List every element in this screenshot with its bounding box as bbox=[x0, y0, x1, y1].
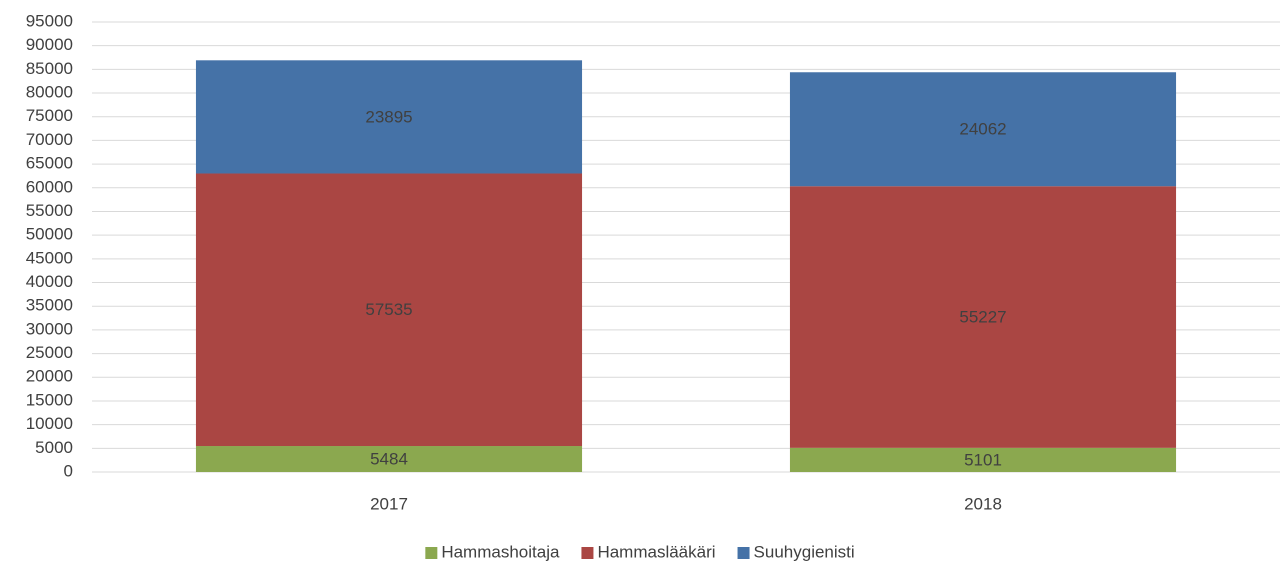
data-label: 5484 bbox=[370, 449, 408, 468]
y-tick-label: 50000 bbox=[26, 225, 73, 244]
bar-segment bbox=[195, 60, 583, 174]
legend-label: Hammaslääkäri bbox=[597, 542, 715, 561]
legend-swatch bbox=[737, 547, 750, 559]
bar-segment bbox=[195, 173, 583, 447]
y-tick-label: 20000 bbox=[26, 367, 73, 386]
data-label: 23895 bbox=[365, 107, 412, 126]
y-tick-label: 45000 bbox=[26, 248, 73, 267]
y-tick-label: 90000 bbox=[26, 35, 73, 54]
bar-segment bbox=[195, 446, 583, 472]
bar-segment bbox=[789, 72, 1177, 187]
y-tick-label: 85000 bbox=[26, 59, 73, 78]
legend-swatch bbox=[581, 547, 594, 559]
y-tick-label: 10000 bbox=[26, 414, 73, 433]
data-label: 24062 bbox=[959, 120, 1006, 139]
y-tick-label: 75000 bbox=[26, 106, 73, 125]
y-tick-label: 5000 bbox=[35, 438, 73, 457]
y-tick-label: 0 bbox=[64, 461, 73, 480]
legend-label: Suuhygienisti bbox=[754, 542, 855, 561]
y-tick-label: 40000 bbox=[26, 272, 73, 291]
y-tick-label: 95000 bbox=[26, 11, 73, 30]
y-tick-label: 35000 bbox=[26, 296, 73, 315]
legend-swatch bbox=[425, 547, 438, 559]
y-tick-label: 15000 bbox=[26, 390, 73, 409]
legend-label: Hammashoitaja bbox=[441, 542, 560, 561]
y-tick-label: 70000 bbox=[26, 130, 73, 149]
y-tick-label: 30000 bbox=[26, 319, 73, 338]
x-tick-label: 2018 bbox=[964, 494, 1002, 513]
y-tick-label: 80000 bbox=[26, 83, 73, 102]
y-tick-label: 65000 bbox=[26, 154, 73, 173]
y-tick-label: 25000 bbox=[26, 343, 73, 362]
bar-segment bbox=[789, 186, 1177, 448]
y-tick-label: 55000 bbox=[26, 201, 73, 220]
bar-segment bbox=[789, 447, 1177, 472]
data-label: 5101 bbox=[964, 450, 1002, 469]
data-label: 57535 bbox=[365, 300, 412, 319]
x-tick-label: 2017 bbox=[370, 494, 408, 513]
y-tick-label: 60000 bbox=[26, 177, 73, 196]
data-label: 55227 bbox=[959, 308, 1006, 327]
